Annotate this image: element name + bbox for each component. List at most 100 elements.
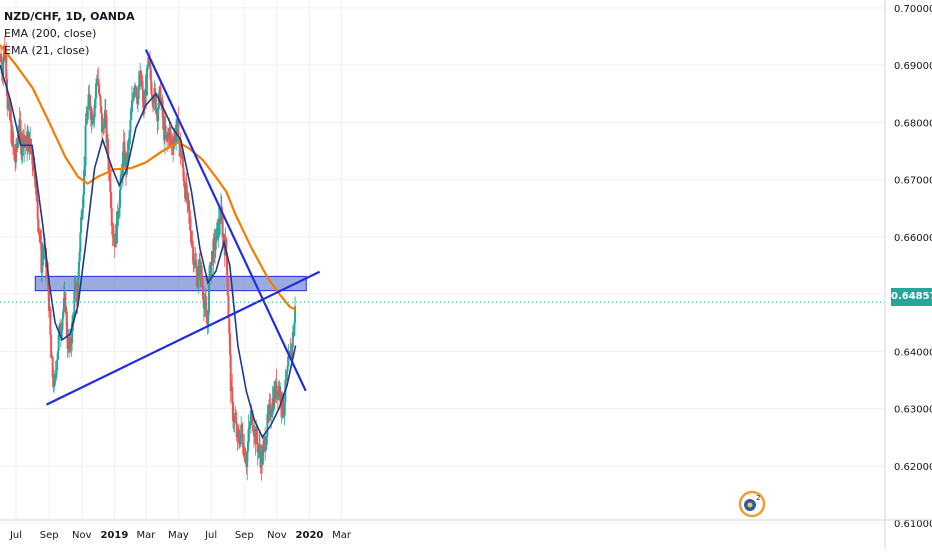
candle-down [178, 140, 181, 142]
candle-up [142, 103, 145, 108]
candle-down [192, 246, 195, 265]
candle-up [285, 371, 288, 381]
candle-up [273, 389, 276, 410]
candle-down [97, 79, 100, 85]
candle-down [5, 55, 8, 79]
candle-down [96, 78, 99, 80]
candle-down [154, 88, 157, 95]
candle-up [214, 242, 217, 250]
candle-up [85, 118, 88, 126]
x-tick-label: Sep [40, 530, 59, 541]
candle-down [20, 131, 23, 155]
candle-down [169, 133, 172, 142]
legend-ema200[interactable]: EMA (200, close) [4, 27, 97, 40]
candle-down [59, 324, 62, 336]
y-tick-label: 0.67000 [894, 176, 932, 187]
candle-down [282, 393, 285, 416]
candle-up [246, 441, 249, 452]
legend-ema21[interactable]: EMA (21, close) [4, 44, 90, 57]
candle-down [183, 180, 186, 187]
candle-up [95, 83, 98, 99]
candle-up [270, 415, 273, 418]
candle-up [264, 445, 267, 451]
candle-up [92, 118, 95, 125]
candle-up [207, 312, 210, 326]
last-price-label: 0.64857 [891, 288, 932, 306]
ema200-line [0, 44, 297, 311]
candle-down [39, 236, 42, 243]
candle-up [246, 451, 249, 467]
candle-down [98, 84, 101, 94]
candle-up [291, 331, 294, 348]
candle-down [154, 94, 157, 113]
candle-down [205, 300, 208, 310]
candle-up [43, 246, 46, 252]
candle-up [16, 141, 19, 149]
candle-down [8, 103, 11, 120]
candle-down [252, 425, 255, 432]
candle-down [159, 86, 162, 105]
candle-up [266, 413, 269, 437]
candle-up [14, 143, 17, 163]
y-tick-label: 0.66000 [894, 233, 932, 244]
candle-up [239, 434, 242, 445]
legend-ticker[interactable]: NZD/CHF, 1D, OANDA [4, 10, 135, 23]
candle-down [151, 97, 154, 104]
candle-down [201, 279, 204, 287]
candle-down [47, 290, 50, 311]
candle-down [237, 435, 240, 443]
candle-down [0, 61, 3, 74]
candle-down [74, 281, 77, 284]
candle-down [169, 128, 172, 134]
candle-up [118, 207, 121, 214]
candle-down [38, 233, 41, 237]
candle-up [132, 97, 135, 99]
candle-up [145, 68, 148, 96]
candle-up [104, 110, 107, 128]
candle-down [75, 283, 78, 302]
candle-up [133, 87, 136, 98]
candle-down [190, 230, 193, 243]
candle-down [33, 163, 36, 180]
tradingview-logo-icon[interactable]: 2 [738, 490, 766, 518]
candle-up [73, 290, 76, 317]
candle-up [130, 112, 133, 120]
candle-up [282, 411, 285, 416]
candle-down [234, 416, 237, 421]
candles [0, 36, 297, 481]
candle-down [139, 70, 142, 81]
candle-up [210, 262, 213, 279]
candle-down [99, 96, 102, 107]
support-zone [34, 275, 307, 292]
x-tick-label: May [168, 530, 189, 541]
candle-up [262, 441, 265, 448]
candle-up [127, 143, 130, 161]
candle-up [72, 316, 75, 318]
candle-down [23, 135, 26, 140]
candle-down [19, 120, 22, 132]
candle-up [23, 135, 26, 148]
candle-down [30, 150, 33, 155]
candle-up [144, 88, 147, 104]
candle-up [101, 127, 104, 133]
candle-down [110, 208, 113, 227]
candle-down [150, 80, 153, 95]
candle-down [231, 401, 234, 422]
candle-down [258, 445, 261, 456]
candle-down [256, 442, 259, 453]
candle-down [235, 423, 238, 438]
candle-up [129, 119, 132, 134]
y-tick-label: 0.68000 [894, 118, 932, 129]
candle-down [187, 193, 190, 201]
candle-down [218, 218, 221, 225]
candle-down [226, 274, 229, 296]
candle-up [62, 298, 65, 312]
candle-up [287, 356, 290, 367]
candle-down [195, 264, 198, 270]
candle-down [107, 139, 110, 160]
candle-up [7, 104, 10, 109]
candle-up [118, 190, 121, 208]
candle-down [104, 110, 107, 116]
